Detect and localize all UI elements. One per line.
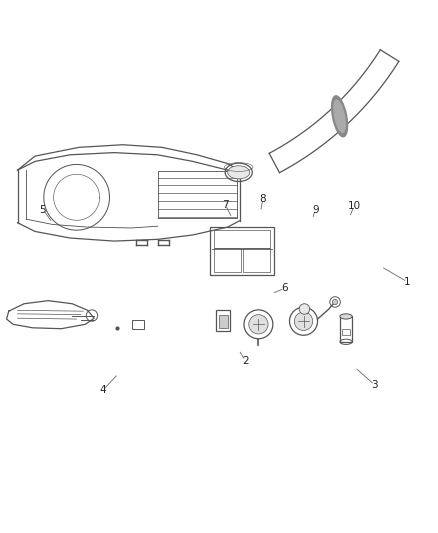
Bar	[244, 248, 270, 272]
Bar	[216, 310, 230, 331]
Text: 10: 10	[347, 201, 360, 211]
Bar	[342, 329, 350, 335]
Text: 6: 6	[281, 284, 288, 293]
Ellipse shape	[228, 166, 250, 179]
Bar	[214, 248, 241, 272]
Text: 8: 8	[259, 193, 266, 204]
Bar	[340, 317, 352, 342]
Text: 7: 7	[222, 200, 229, 210]
Text: 3: 3	[371, 379, 378, 390]
Bar	[219, 315, 228, 328]
Ellipse shape	[334, 100, 345, 132]
Circle shape	[249, 314, 268, 334]
Text: 2: 2	[242, 356, 249, 366]
Circle shape	[332, 300, 338, 304]
Bar	[214, 230, 270, 248]
Ellipse shape	[340, 314, 352, 319]
Circle shape	[294, 312, 313, 330]
Circle shape	[299, 304, 310, 314]
Bar	[132, 320, 144, 329]
Ellipse shape	[332, 96, 348, 137]
Text: 9: 9	[312, 205, 319, 215]
Text: 5: 5	[39, 205, 46, 215]
Bar	[210, 227, 274, 275]
Text: 1: 1	[404, 277, 411, 287]
Text: 4: 4	[99, 385, 106, 395]
